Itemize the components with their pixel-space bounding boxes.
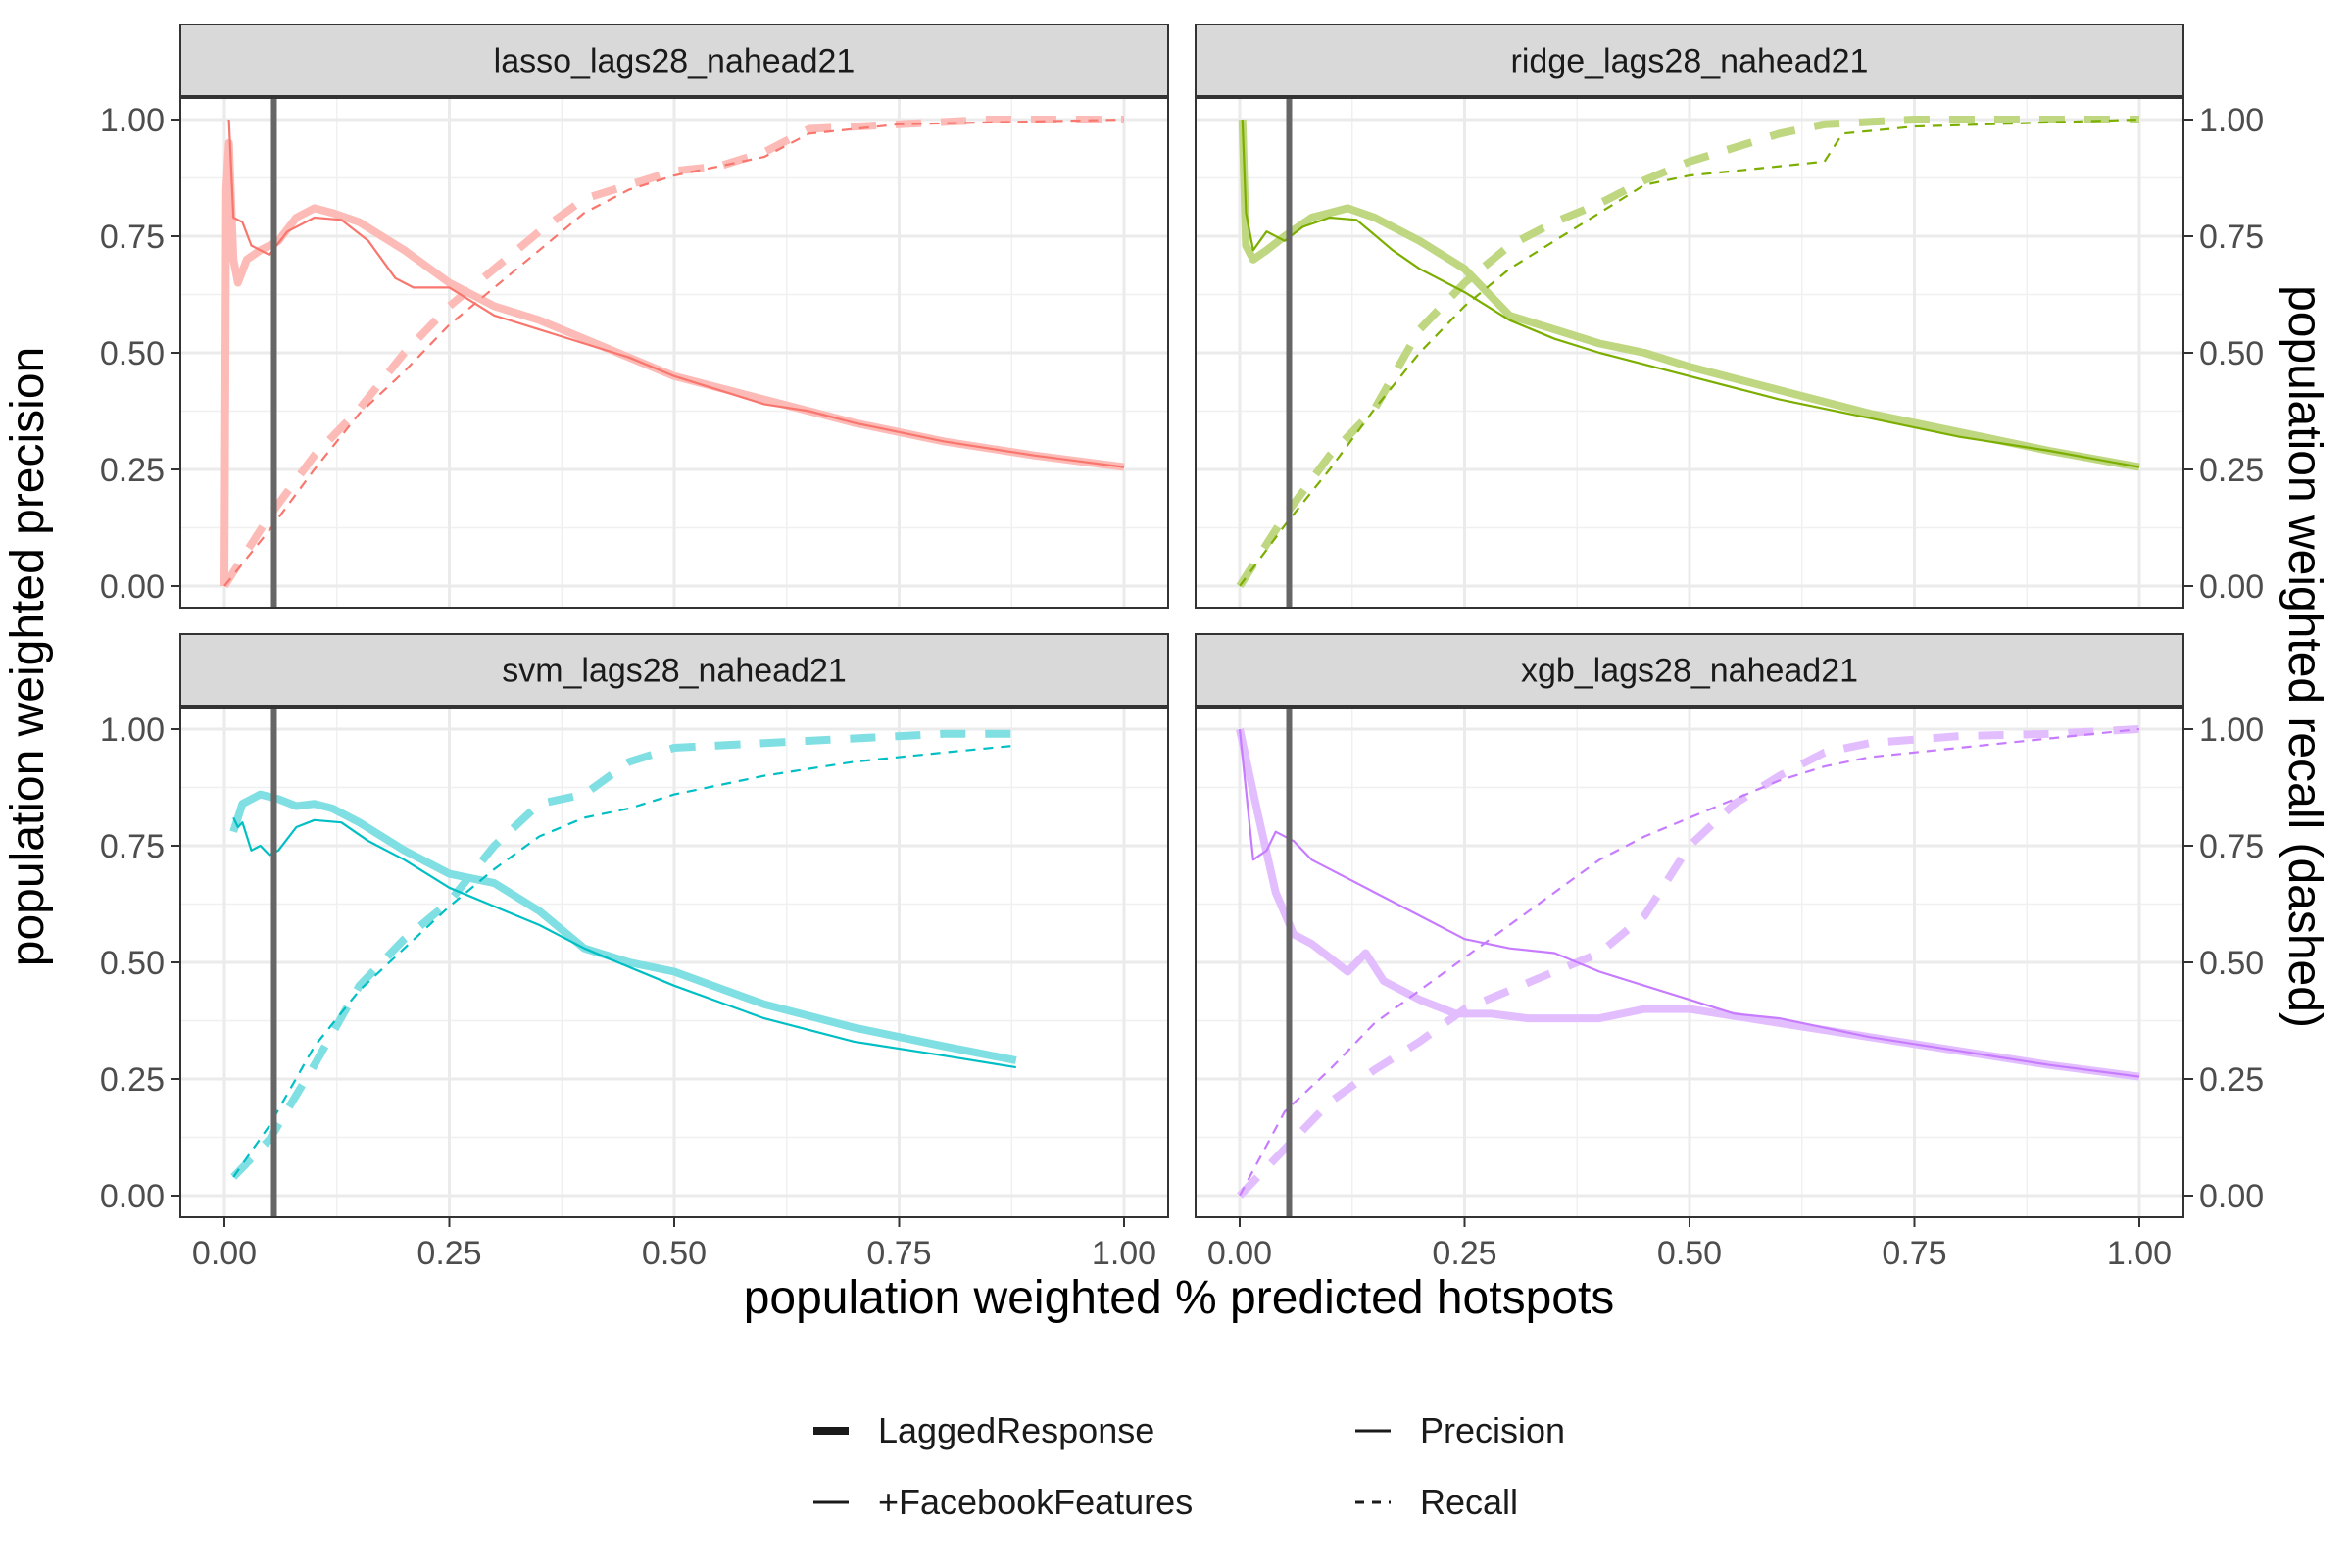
facet-strip bbox=[179, 633, 1169, 707]
y-tick-label: 0.50 bbox=[100, 335, 165, 372]
y-axis-title-left: population weighted precision bbox=[2, 347, 54, 966]
facet-title: svm_lags28_nahead21 bbox=[502, 653, 847, 690]
series-facebook-recall bbox=[223, 118, 1125, 587]
y-tick-label-right: 0.00 bbox=[2199, 1178, 2264, 1215]
y-tick-label: 0.75 bbox=[100, 828, 165, 865]
y-tick-label-right: 0.50 bbox=[2199, 335, 2264, 372]
y-tick-label-right: 0.50 bbox=[2199, 945, 2264, 982]
series-lagged-recall bbox=[230, 729, 1016, 1180]
x-tick-label: 1.00 bbox=[2107, 1235, 2172, 1272]
x-tick-label: 0.50 bbox=[1657, 1235, 1722, 1272]
y-tick-label-right: 1.00 bbox=[2199, 711, 2264, 749]
legend: LaggedResponse +FacebookFeatures Precision… bbox=[813, 1410, 1565, 1522]
x-tick-label: 0.75 bbox=[866, 1235, 931, 1272]
panel-ridge_lags28_nahead21: ridge_lags28_nahead21 0.00 0.25 0.50 0.75 1.0… bbox=[1195, 24, 2264, 609]
series-facebook-precision bbox=[1241, 119, 2140, 468]
facet-strip bbox=[1195, 24, 2184, 97]
y-tick-label-right: 1.00 bbox=[2199, 102, 2264, 139]
panels-group: lasso_lags28_nahead21 0.00 0.25 0.50 0.75 1.0… bbox=[100, 24, 2264, 1272]
facet-title: xgb_lags28_nahead21 bbox=[1521, 653, 1858, 690]
y-tick-label-right: 0.75 bbox=[2199, 828, 2264, 865]
y-tick-label: 0.50 bbox=[100, 945, 165, 982]
facet-strip bbox=[1195, 633, 2184, 707]
y-axis-title-right: population weighted recall (dashed) bbox=[2278, 285, 2330, 1028]
facet-title: lasso_lags28_nahead21 bbox=[494, 43, 856, 80]
y-tick-label-right: 0.25 bbox=[2199, 1061, 2264, 1099]
x-tick-label: 0.00 bbox=[192, 1235, 257, 1272]
series-facebook-precision bbox=[227, 119, 1125, 468]
x-tick-label: 0.25 bbox=[1432, 1235, 1496, 1272]
legend-label: Precision bbox=[1420, 1410, 1565, 1450]
x-tick-label: 0.50 bbox=[642, 1235, 707, 1272]
legend-label: Recall bbox=[1420, 1482, 1518, 1522]
series-lagged-precision bbox=[229, 790, 1017, 1064]
x-tick-label: 0.00 bbox=[1207, 1235, 1272, 1272]
y-tick-label: 0.25 bbox=[100, 1061, 165, 1099]
legend-label: +FacebookFeatures bbox=[878, 1482, 1193, 1522]
y-tick-label: 0.25 bbox=[100, 452, 165, 489]
facet-strip bbox=[179, 24, 1169, 97]
y-tick-label-right: 0.25 bbox=[2199, 452, 2264, 489]
series-lagged-recall bbox=[220, 116, 1124, 589]
legend-label: LaggedResponse bbox=[878, 1410, 1154, 1450]
series-lagged-recall bbox=[1236, 116, 2139, 589]
x-axis-title: population weighted % predicted hotspots bbox=[744, 1272, 1615, 1324]
series-facebook-recall bbox=[232, 744, 1016, 1178]
y-tick-label: 0.00 bbox=[100, 1178, 165, 1215]
series-facebook-precision bbox=[1238, 728, 2140, 1078]
panel-lasso_lags28_nahead21: lasso_lags28_nahead21 0.00 0.25 0.50 0.75 1.0… bbox=[100, 24, 1169, 609]
facet-title: ridge_lags28_nahead21 bbox=[1511, 43, 1869, 80]
y-tick-label: 0.75 bbox=[100, 219, 165, 256]
series-facebook-precision bbox=[232, 816, 1016, 1069]
series-lagged-precision bbox=[220, 138, 1125, 587]
x-tick-label: 1.00 bbox=[1092, 1235, 1156, 1272]
y-tick-label: 1.00 bbox=[100, 102, 165, 139]
series-lagged-recall bbox=[1237, 725, 2140, 1199]
panel-xgb_lags28_nahead21: xgb_lags28_nahead21 0.00 0.25 0.50 0.75 1.00 0… bbox=[1195, 633, 2264, 1272]
panel-svm_lags28_nahead21: svm_lags28_nahead21 0.00 0.25 0.50 0.75 1.00 0… bbox=[100, 633, 1169, 1272]
x-tick-label: 0.75 bbox=[1882, 1235, 1946, 1272]
series-lagged-precision bbox=[1238, 119, 2140, 471]
y-tick-label-right: 0.75 bbox=[2199, 219, 2264, 256]
x-tick-label: 0.25 bbox=[416, 1235, 481, 1272]
y-tick-label: 0.00 bbox=[100, 568, 165, 606]
series-facebook-recall bbox=[1239, 118, 2140, 587]
y-tick-label: 1.00 bbox=[100, 711, 165, 749]
y-tick-label-right: 0.00 bbox=[2199, 568, 2264, 606]
